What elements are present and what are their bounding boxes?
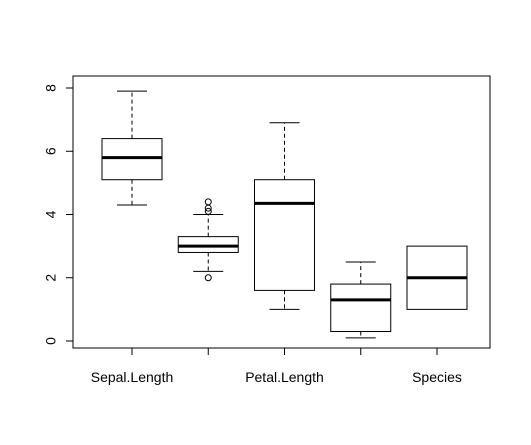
box-petal-width	[330, 261, 392, 339]
box-sepal-length	[101, 90, 163, 206]
box-petal-length	[254, 122, 315, 310]
y-tick-label: 2	[43, 274, 59, 282]
boxes	[101, 90, 468, 339]
iqr-box	[254, 179, 315, 291]
x-axis: Sepal.Length Petal.Length Species	[91, 347, 462, 385]
box-sepal-width	[177, 198, 239, 282]
outlier-point	[204, 207, 212, 215]
x-tick-label: Sepal.Length	[91, 369, 174, 385]
outlier-point	[204, 198, 212, 206]
y-tick-label: 6	[43, 147, 59, 155]
x-tick-label: Petal.Length	[245, 369, 324, 385]
iqr-box	[101, 138, 163, 181]
y-tick-label: 4	[43, 210, 59, 218]
outlier-point	[204, 274, 212, 282]
iqr-box	[330, 283, 392, 333]
y-axis: 0 2 4 6 8	[43, 84, 74, 345]
outlier-point	[204, 204, 212, 212]
y-tick-label: 8	[43, 84, 59, 92]
x-tick-label: Species	[412, 369, 462, 385]
iqr-box	[177, 236, 239, 253]
box-species	[406, 245, 468, 310]
plot-frame	[72, 75, 491, 349]
y-tick-label: 0	[43, 337, 59, 345]
